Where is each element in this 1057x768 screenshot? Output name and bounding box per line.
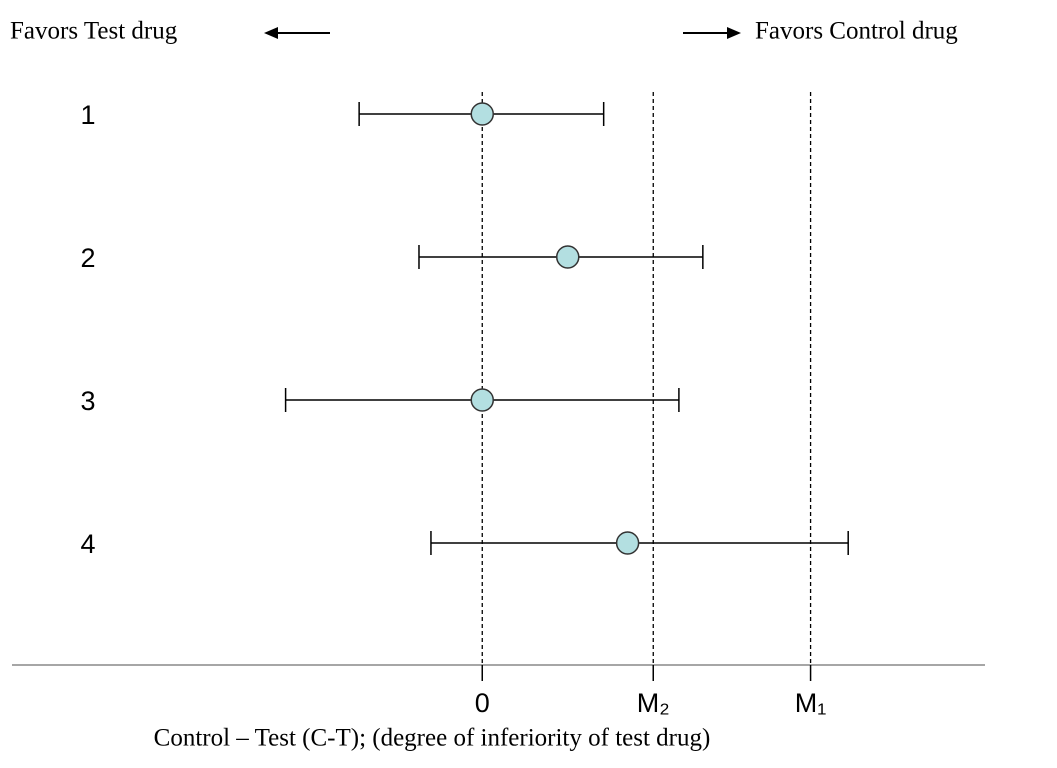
point [470,102,495,126]
x-tick-label: 0 [475,688,490,718]
y-tick-label: 1 [80,100,95,130]
x-tick-label: M₁ [795,688,827,718]
y-tick-label: 3 [80,386,95,416]
annotation: Favors Control drug [755,18,958,45]
x-axis-label: Control – Test (C-T); (degree of inferio… [154,725,711,752]
point [556,245,580,269]
point [470,388,495,412]
y-tick-label: 4 [80,529,95,559]
y-tick-label: 2 [80,243,95,273]
right-arrow [683,27,741,39]
annotation: Favors Test drug [10,18,178,45]
x-tick-label: M₂ [637,688,670,718]
point [615,531,640,555]
left-arrow [264,27,330,39]
